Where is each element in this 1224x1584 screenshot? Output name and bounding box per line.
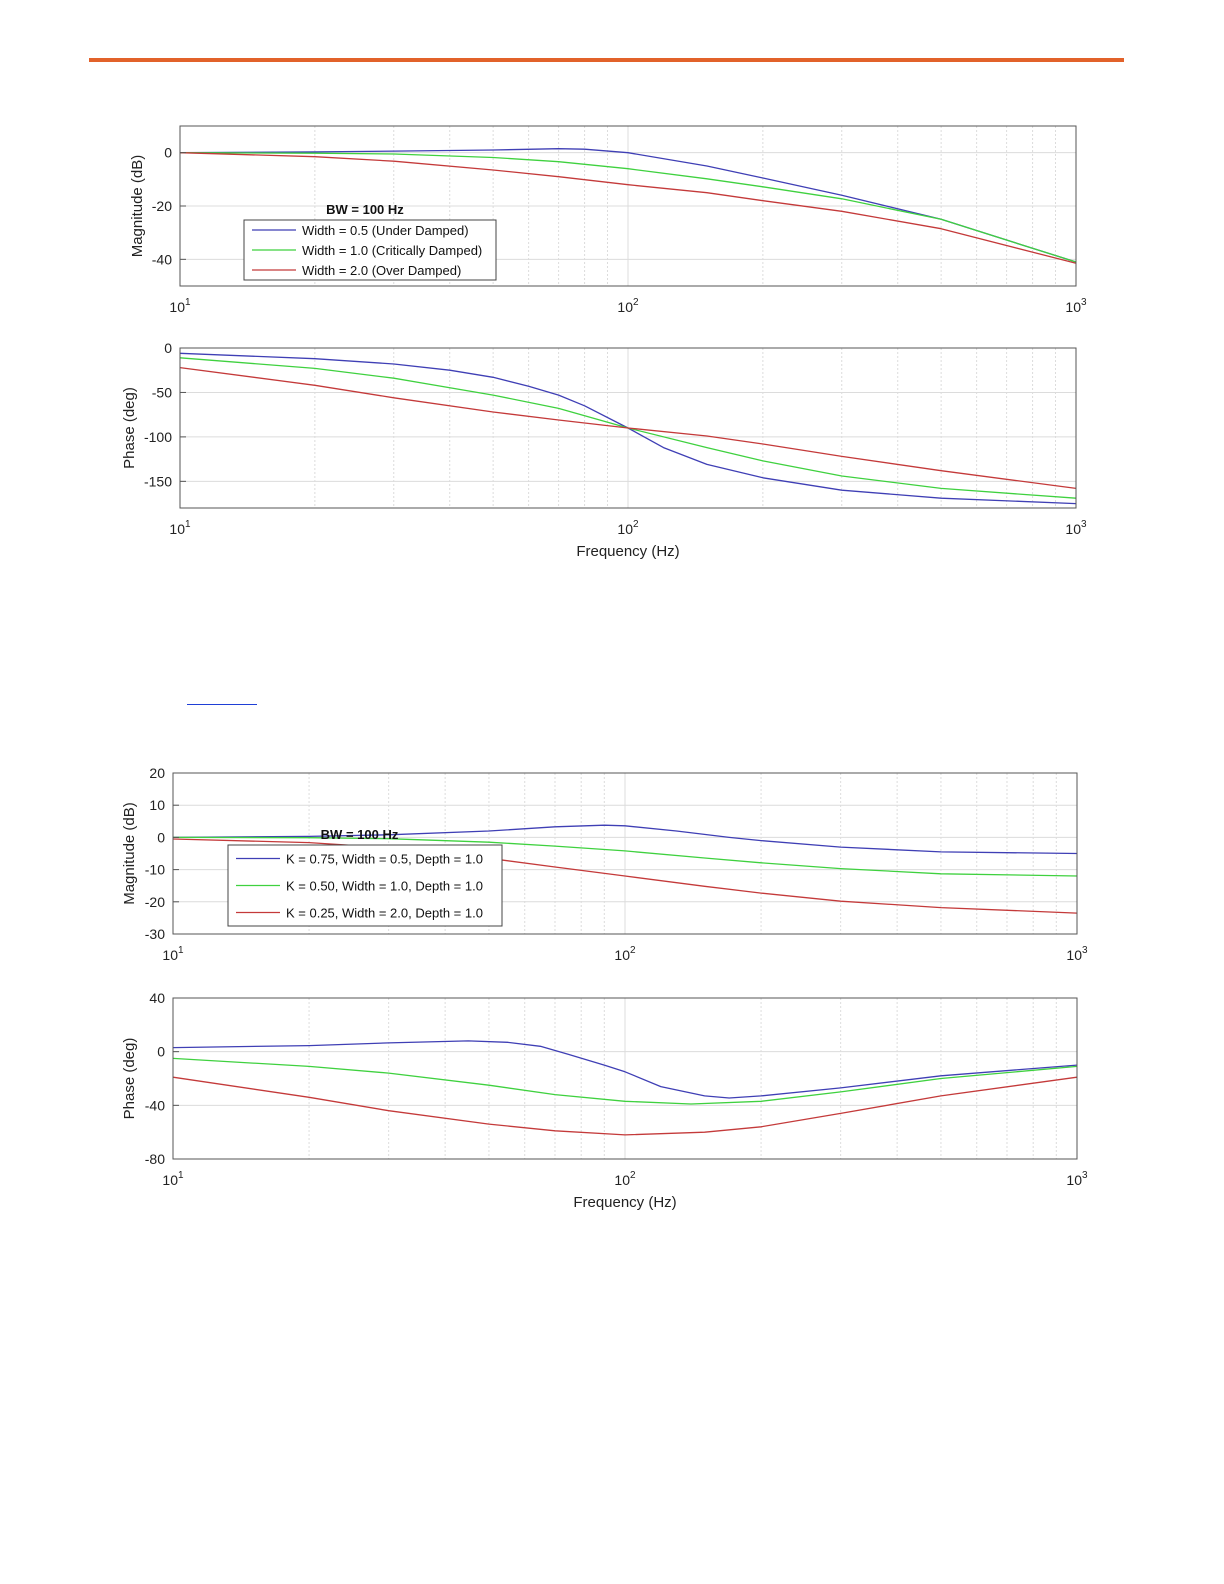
bode-figure-1: 0 -20 -40 101 102 103 Magnitude (dB) BW = 100 H… xyxy=(121,125,1087,560)
y-axis-label: Magnitude (dB) xyxy=(129,155,146,258)
x-tick-label: 102 xyxy=(614,1170,636,1188)
series-line-red xyxy=(179,152,1077,264)
y-tick-label: -100 xyxy=(144,429,172,445)
plot-panel-1: 0 -20 -40 101 102 103 Magnitude (dB) BW = 100 H… xyxy=(129,125,1087,315)
plot-panel-3: 20 10 0 -10 -20 -30 101 102 103 Magnitude (dB) BW … xyxy=(121,765,1088,963)
y-tick-label: 0 xyxy=(164,145,172,161)
y-tick-label: -80 xyxy=(145,1151,165,1167)
link-underline[interactable] xyxy=(187,704,257,705)
series-line-green xyxy=(179,152,1077,263)
x-tick-label: 103 xyxy=(1065,297,1087,315)
legend-entry: K = 0.25, Width = 2.0, Depth = 1.0 xyxy=(286,906,483,921)
x-tick-label: 103 xyxy=(1065,519,1087,537)
legend-entry: Width = 1.0 (Critically Damped) xyxy=(302,243,482,258)
y-tick-label: 20 xyxy=(149,765,165,781)
y-tick-label: 40 xyxy=(149,990,165,1006)
legend-entry: Width = 2.0 (Over Damped) xyxy=(302,263,461,278)
x-tick-label: 103 xyxy=(1066,945,1088,963)
x-tick-label: 103 xyxy=(1066,1170,1088,1188)
y-tick-label: -20 xyxy=(152,198,172,214)
y-tick-label: -40 xyxy=(145,1097,165,1113)
plot-frame xyxy=(172,997,1078,1160)
plot-panel-2: 0 -50 -100 -150 101 102 103 Phase (deg) Frequenc… xyxy=(121,340,1087,560)
series-line-red xyxy=(179,366,1077,490)
x-tick-label: 102 xyxy=(614,945,636,963)
series-line-blue xyxy=(172,1040,1078,1099)
y-axis-label: Magnitude (dB) xyxy=(121,802,138,905)
y-tick-label: -10 xyxy=(145,862,165,878)
legend-entry: K = 0.75, Width = 0.5, Depth = 1.0 xyxy=(286,852,483,867)
legend-entry: Width = 0.5 (Under Damped) xyxy=(302,223,469,238)
x-tick-label: 101 xyxy=(169,519,191,537)
series-line-blue xyxy=(179,352,1077,505)
series-line-red xyxy=(172,1076,1078,1136)
series-line-green xyxy=(172,1057,1078,1105)
top-rule xyxy=(89,58,1124,62)
x-tick-label: 102 xyxy=(617,297,639,315)
series-line-blue xyxy=(172,824,1078,855)
legend-title: BW = 100 Hz xyxy=(326,202,404,217)
y-tick-label: 0 xyxy=(164,340,172,356)
x-axis-label: Frequency (Hz) xyxy=(576,543,679,560)
legend-title: BW = 100 Hz xyxy=(321,827,399,842)
x-axis-label: Frequency (Hz) xyxy=(573,1194,676,1211)
x-tick-label: 101 xyxy=(169,297,191,315)
y-tick-label: -50 xyxy=(152,384,172,400)
x-tick-label: 101 xyxy=(162,1170,184,1188)
y-tick-label: -30 xyxy=(145,926,165,942)
y-tick-label: 10 xyxy=(149,797,165,813)
bode-figure-2: 20 10 0 -10 -20 -30 101 102 103 Magnitude (dB) BW … xyxy=(121,765,1088,1211)
y-tick-label: -20 xyxy=(145,894,165,910)
plot-frame xyxy=(172,772,1078,935)
y-axis-label: Phase (deg) xyxy=(121,1038,138,1120)
series-line-blue xyxy=(179,148,1077,263)
series-line-green xyxy=(172,836,1078,877)
x-tick-label: 102 xyxy=(617,519,639,537)
plot-frame xyxy=(179,347,1077,509)
y-tick-label: -150 xyxy=(144,473,172,489)
y-axis-label: Phase (deg) xyxy=(121,387,138,469)
y-tick-label: -40 xyxy=(152,251,172,267)
x-tick-label: 101 xyxy=(162,945,184,963)
plot-panel-4: 40 0 -40 -80 101 102 103 Phase (deg) Frequency (… xyxy=(121,990,1088,1211)
legend-entry: K = 0.50, Width = 1.0, Depth = 1.0 xyxy=(286,879,483,894)
y-tick-label: 0 xyxy=(157,1044,165,1060)
y-tick-label: 0 xyxy=(157,829,165,845)
